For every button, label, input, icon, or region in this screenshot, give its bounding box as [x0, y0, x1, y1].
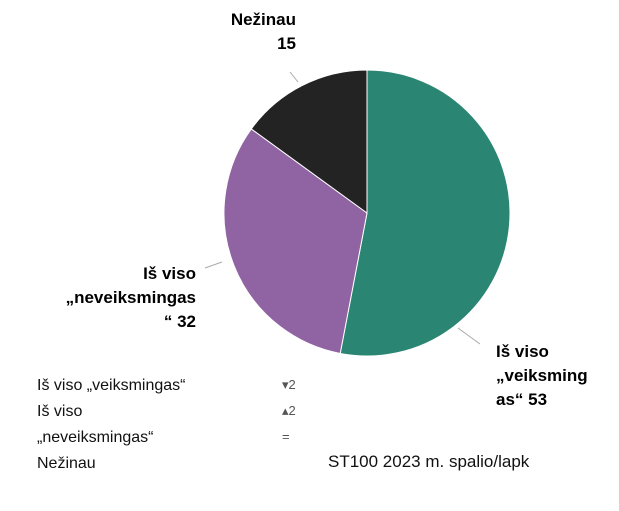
data-label-name: Nežinau: [230, 10, 296, 29]
leader-line: [289, 71, 299, 83]
data-label-value: 15: [277, 34, 296, 53]
pie-slice: [339, 69, 511, 357]
data-label: Nežinau 15: [196, 8, 296, 56]
toolbar: ▾2 ▴2 =: [282, 372, 296, 450]
legend-entry: Iš viso „neveiksmingas“: [37, 403, 154, 446]
data-label: Iš viso „neveiksmingas“ 32: [60, 262, 196, 334]
legend-entry: Nežinau: [37, 455, 96, 472]
data-label-name: Iš viso „neveiksmingas“: [65, 264, 196, 331]
leader-line: [204, 261, 223, 269]
footer: ST100 2023 m. spalio/lapk: [328, 452, 530, 471]
toolbar-item: ▴2: [282, 403, 296, 418]
toolbar-item: =: [282, 429, 290, 444]
data-label: Iš viso „veiksmingas“ 53: [496, 340, 588, 412]
pie-slice: [223, 128, 368, 355]
legend-entry: Iš viso „veiksmingas“: [37, 377, 186, 394]
leader-line: [457, 327, 481, 345]
data-label-name: Iš viso „veiksmingas“: [496, 342, 588, 409]
data-label-value: 32: [177, 312, 196, 331]
legend: Iš viso „veiksmingas“ Iš viso „neveiksmin…: [37, 373, 187, 477]
data-label-value: 53: [528, 390, 548, 409]
pie-slice: [250, 69, 368, 214]
toolbar-item: ▾2: [282, 377, 296, 392]
